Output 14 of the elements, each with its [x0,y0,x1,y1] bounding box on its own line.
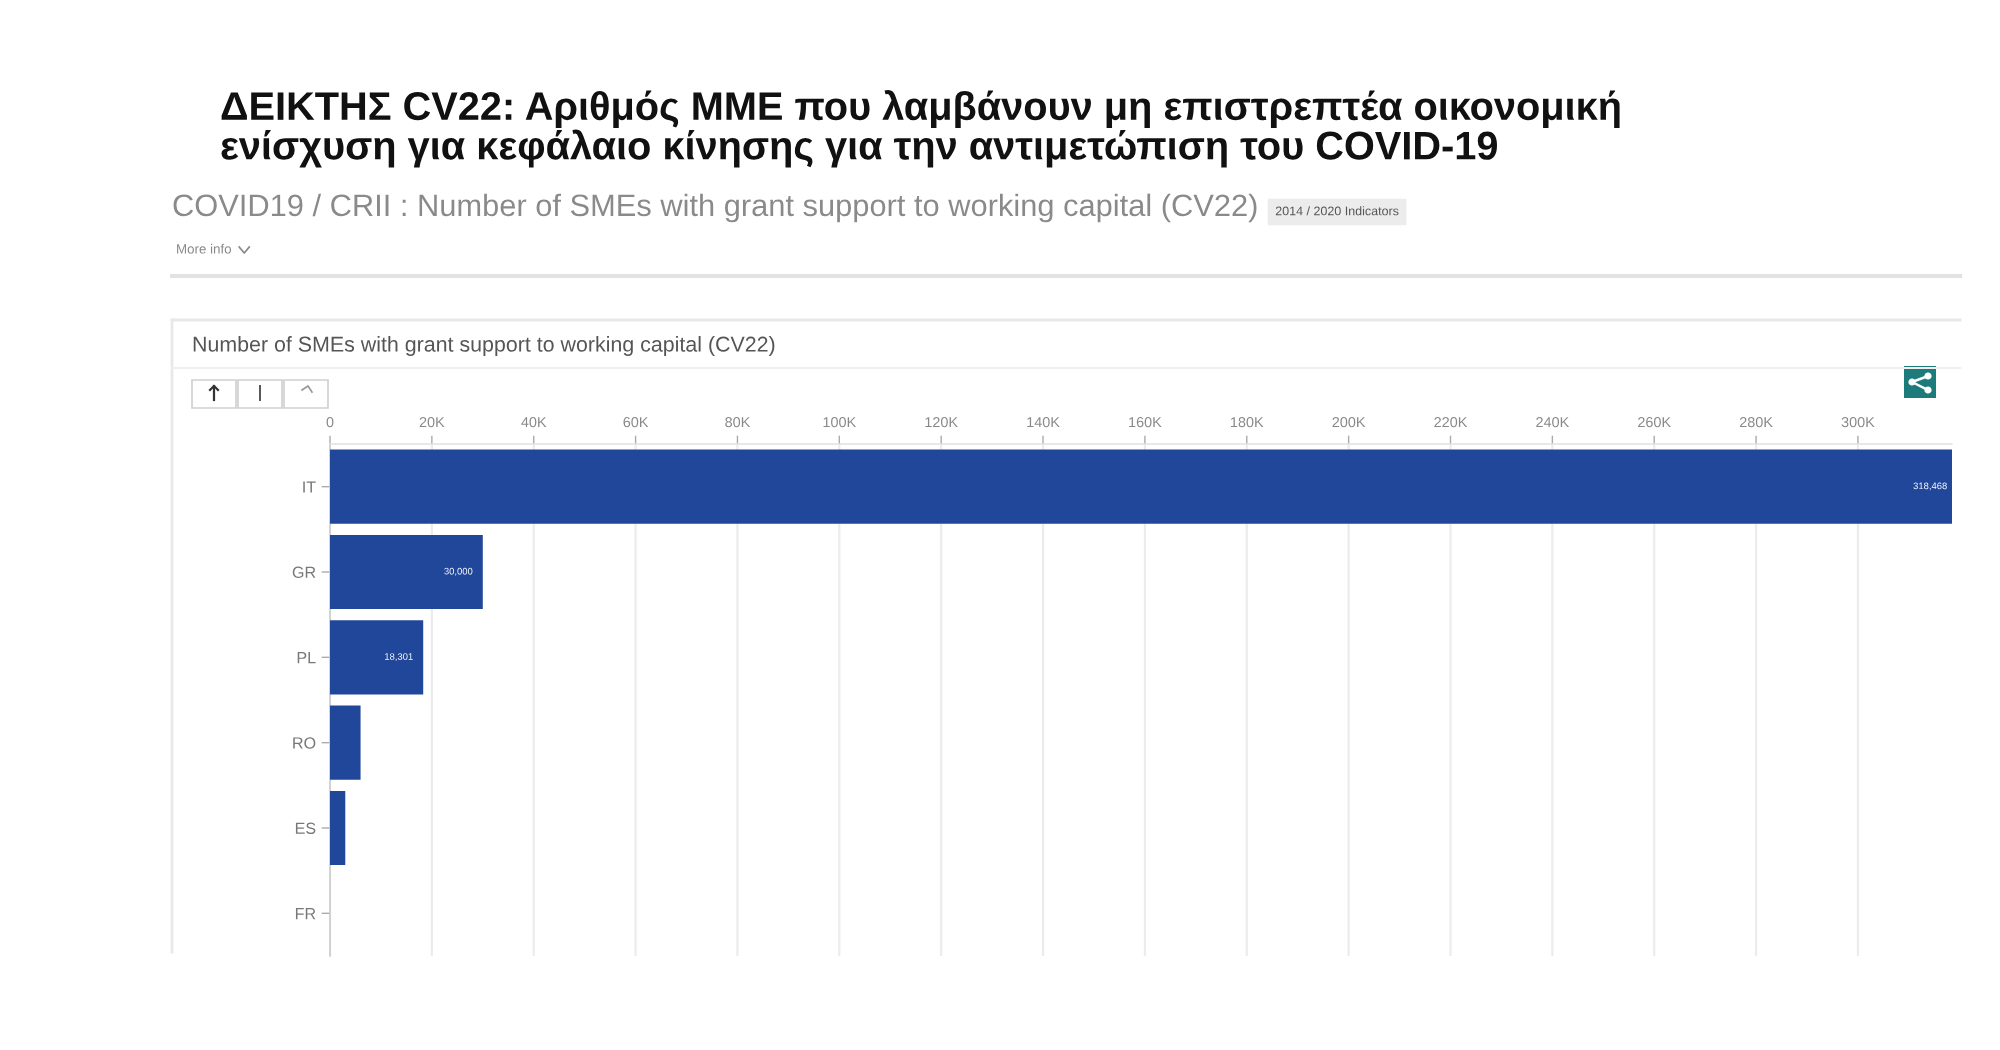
bar [330,790,346,866]
chart-title: ΔΕΙΚΤΗΣ CV22: Αριθμός ΜΜΕ που λαμβάνουν μη επιστρεπτέα οικονομική ενίσχυση για κεφάλαιο κίνησης για την αντιμετώπιση του COVID-19 [221,90,1620,168]
bar [330,449,1952,524]
bar [330,620,424,695]
y-tick-label: ES [295,822,316,834]
bar [330,534,483,610]
bar [330,705,361,780]
y-tick-label: FR [295,908,316,920]
y-tick-label: RO [293,737,316,749]
y-tick-label: PL [297,652,316,664]
y-tick-label: GR [292,566,316,578]
chart-subtitle: COVID19 / CRII : Number of SMEs with grant support to working capital (CV22) [173,193,1257,223]
text: Number of SMEs with grant support to working capital (CV22) [193,336,775,356]
y-tick-label: IT [303,481,316,493]
